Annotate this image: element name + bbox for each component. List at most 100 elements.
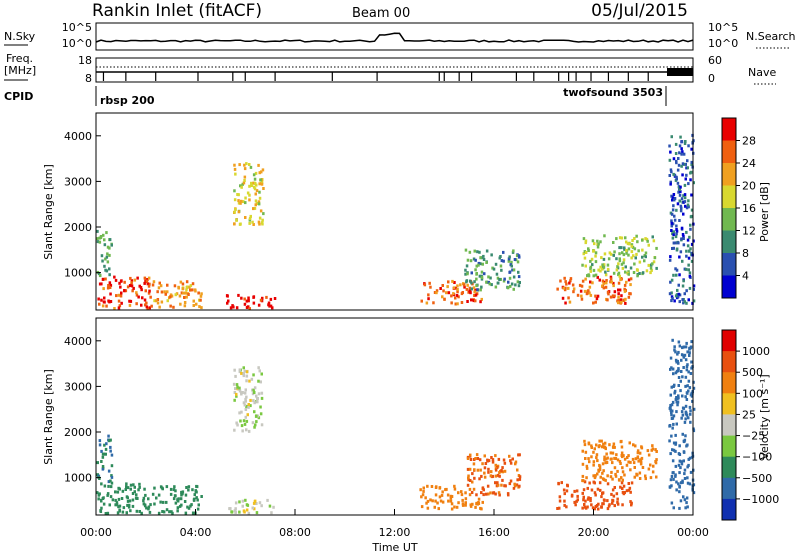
echo-cell	[678, 293, 682, 297]
echo-cell	[104, 447, 108, 451]
echo-cell	[242, 372, 245, 376]
echo-cell	[686, 363, 689, 367]
echo-cell	[244, 216, 247, 219]
echo-cell	[674, 397, 678, 401]
time-axis-label: Time UT	[371, 541, 417, 554]
echo-cell	[625, 489, 629, 493]
echo-cell	[147, 276, 151, 280]
echo-cell	[244, 388, 247, 392]
time-tick-label: 16:00	[478, 526, 510, 539]
echo-cell	[677, 241, 680, 245]
echo-cell	[682, 152, 686, 156]
echo-cell	[126, 486, 130, 490]
echo-cell	[621, 466, 624, 470]
echo-cell	[612, 442, 616, 446]
echo-cell	[616, 299, 619, 303]
echo-cell	[454, 296, 457, 300]
echo-cell	[612, 445, 615, 449]
echo-cell	[637, 249, 640, 253]
echo-cell	[670, 501, 674, 505]
time-tick-label: 20:00	[578, 526, 610, 539]
echo-cell	[101, 259, 104, 263]
echo-cell	[194, 490, 198, 494]
echo-cell	[627, 295, 631, 299]
echo-cell	[677, 376, 681, 379]
echo-cell	[466, 483, 470, 487]
freq-label-line1: Freq.	[6, 52, 33, 65]
echo-cell	[103, 484, 107, 488]
echo-cell	[269, 304, 273, 308]
echo-cell	[233, 398, 236, 402]
echo-cell	[193, 493, 196, 497]
echo-cell	[131, 289, 134, 293]
echo-cell	[466, 272, 469, 276]
echo-cell	[101, 455, 105, 459]
echo-cell	[240, 296, 243, 300]
echo-cell	[563, 492, 566, 496]
echo-cell	[247, 405, 250, 409]
echo-cell	[689, 170, 693, 174]
echo-cell	[114, 498, 117, 502]
echo-cell	[253, 500, 257, 504]
power-colorbar-segment	[722, 275, 736, 299]
echo-cell	[596, 245, 600, 249]
echo-cell	[427, 293, 430, 297]
echo-cell	[644, 474, 647, 478]
echo-cell	[688, 271, 692, 275]
echo-cell	[121, 489, 125, 493]
echo-cell	[233, 222, 236, 226]
echo-cell	[125, 511, 128, 515]
echo-cell	[681, 375, 684, 379]
echo-cell	[247, 403, 250, 406]
echo-cell	[480, 270, 484, 274]
echo-cell	[682, 406, 686, 410]
echo-cell	[107, 480, 111, 484]
echo-cell	[683, 142, 687, 145]
echo-cell	[450, 507, 454, 511]
freq-dense-block	[667, 68, 693, 76]
echo-cell	[592, 274, 595, 278]
echo-cell	[191, 488, 194, 492]
echo-cell	[245, 395, 248, 399]
echo-cell	[160, 300, 164, 304]
echo-cell	[512, 275, 516, 279]
echo-cell	[185, 280, 189, 284]
echo-cell	[120, 301, 123, 305]
echo-cell	[611, 498, 614, 502]
echo-cell	[686, 238, 690, 242]
echo-cell	[464, 491, 467, 495]
echo-cell	[468, 493, 472, 497]
echo-cell	[612, 271, 616, 275]
echo-cell	[248, 221, 251, 225]
echo-cell	[675, 268, 679, 272]
echo-cell	[128, 299, 131, 303]
echo-cell	[668, 158, 672, 162]
echo-cell	[109, 283, 113, 287]
echo-cell	[113, 275, 116, 279]
echo-cell	[511, 457, 514, 461]
echo-cell	[453, 505, 456, 509]
echo-cell	[583, 250, 587, 254]
echo-cell	[690, 259, 694, 263]
echo-cell	[443, 297, 446, 301]
echo-cell	[625, 248, 628, 252]
echo-cell	[185, 285, 189, 289]
echo-cell	[586, 486, 589, 490]
echo-cell	[480, 297, 483, 301]
echo-cell	[683, 196, 687, 200]
echo-cell	[670, 278, 674, 282]
echo-cell	[172, 488, 176, 492]
echo-cell	[474, 457, 477, 460]
echo-cell	[429, 498, 432, 502]
echo-cell	[420, 505, 424, 509]
echo-cell	[100, 506, 103, 510]
echo-cell	[129, 276, 132, 280]
echo-cell	[256, 414, 260, 418]
echo-cell	[464, 268, 467, 272]
echo-cell	[682, 495, 685, 499]
echo-cell	[450, 502, 454, 506]
echo-cell	[162, 500, 165, 504]
echo-cell	[237, 293, 240, 297]
station-title: Rankin Inlet (fitACF)	[92, 1, 262, 21]
echo-cell	[513, 258, 517, 261]
